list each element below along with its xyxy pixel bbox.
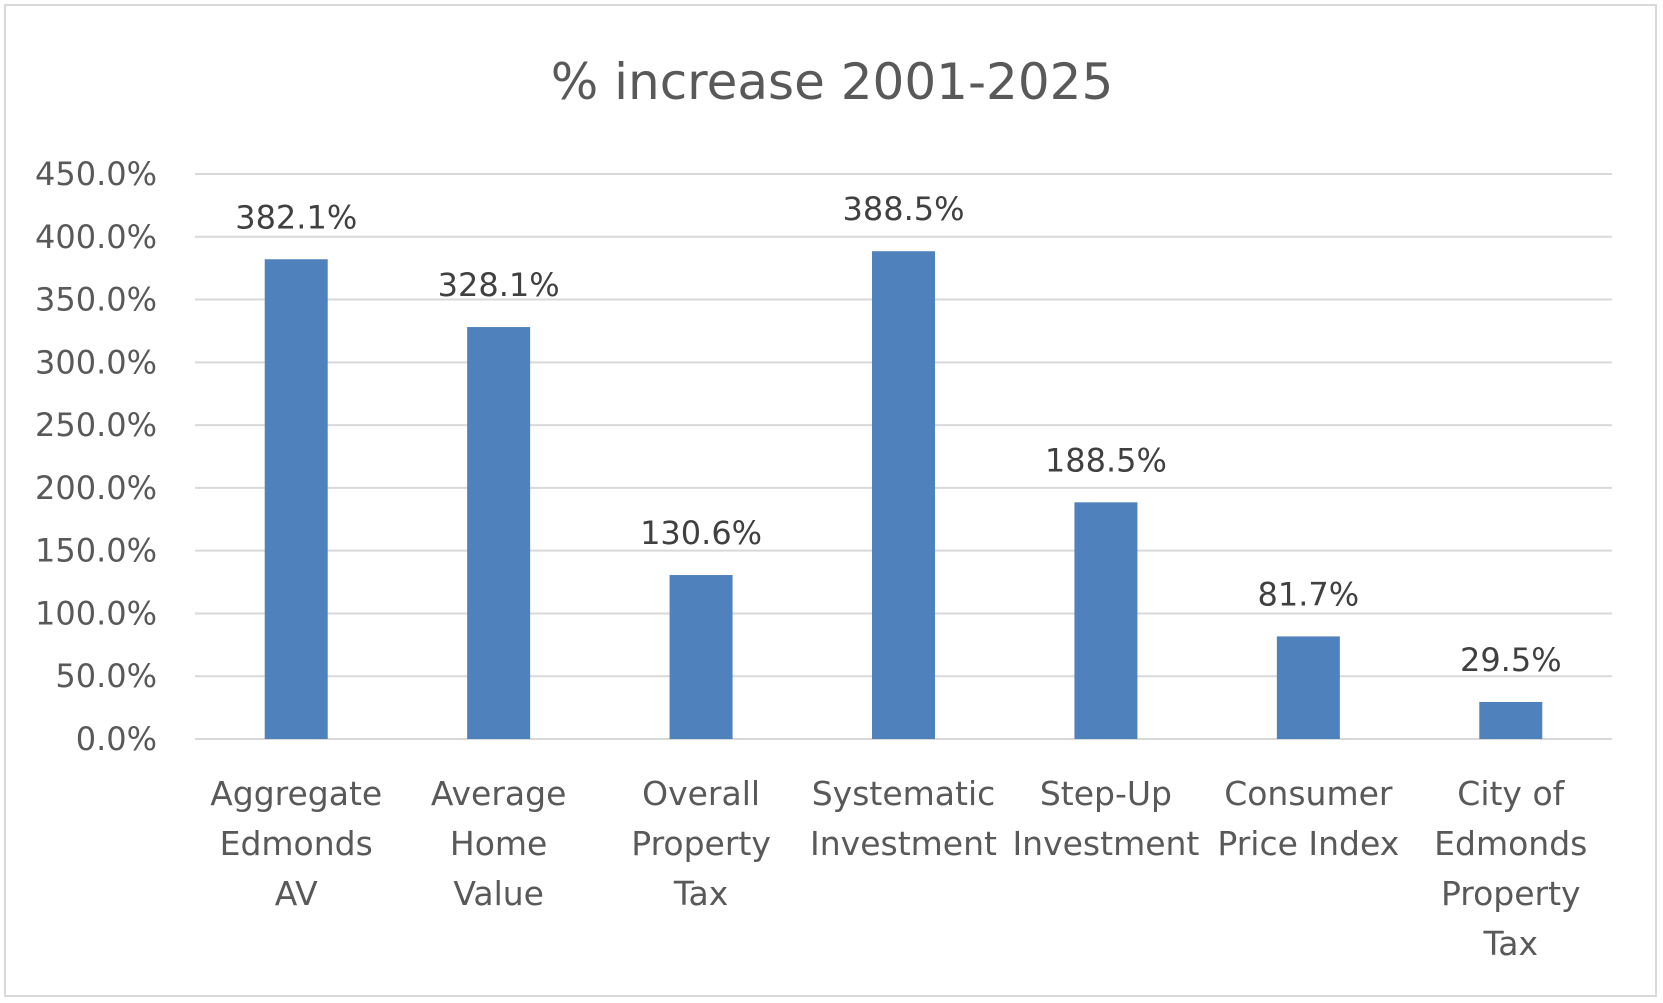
- y-tick-label: 0.0%: [76, 720, 157, 758]
- y-tick-label: 200.0%: [35, 469, 157, 507]
- category-label: Systematic Investment: [810, 774, 997, 863]
- category-label-line: Average: [431, 774, 567, 813]
- category-label-line: AV: [275, 874, 318, 913]
- data-label: 382.1%: [235, 198, 357, 236]
- bar: [872, 251, 935, 739]
- y-tick-label: 250.0%: [35, 406, 157, 444]
- chart-title: % increase 2001-2025: [551, 53, 1114, 111]
- category-label: City of Edmonds Property Tax: [1434, 774, 1587, 963]
- category-label-line: Property: [631, 824, 771, 863]
- y-tick-label: 100.0%: [35, 594, 157, 632]
- x-axis-category-labels: Aggregate Edmonds AV Average Home Value Overal…: [210, 774, 1587, 963]
- bar: [1276, 636, 1340, 739]
- y-tick-label: 400.0%: [35, 218, 157, 256]
- category-label-line: Property: [1441, 874, 1581, 913]
- data-label: 29.5%: [1460, 641, 1562, 679]
- category-label-line: Edmonds: [1434, 824, 1587, 863]
- data-labels: 382.1% 328.1% 130.6% 388.5% 188.5% 81.7% 29.5%: [235, 190, 1561, 679]
- category-label: Average Home Value: [431, 774, 567, 913]
- category-label-line: Edmonds: [220, 824, 373, 863]
- gridlines: [195, 173, 1612, 740]
- category-label-line: Aggregate: [210, 774, 382, 813]
- bar: [264, 259, 328, 739]
- data-label: 130.6%: [640, 514, 762, 552]
- category-label-line: Systematic: [812, 774, 996, 813]
- y-tick-label: 50.0%: [55, 657, 157, 695]
- category-label-line: Consumer: [1224, 774, 1393, 813]
- category-label-line: Overall: [642, 774, 760, 813]
- bar: [1479, 701, 1543, 739]
- category-label: Step-Up Investment: [1012, 774, 1199, 863]
- category-label-line: Tax: [1483, 924, 1538, 963]
- category-label: Overall Property Tax: [631, 774, 771, 913]
- bars: [264, 251, 1543, 739]
- bar: [1074, 502, 1138, 739]
- y-tick-label: 150.0%: [35, 532, 157, 570]
- category-label-line: Tax: [673, 874, 728, 913]
- category-label: Consumer Price Index: [1217, 774, 1399, 863]
- category-label-line: Price Index: [1217, 824, 1399, 863]
- y-tick-label: 300.0%: [35, 343, 157, 381]
- category-label-line: Investment: [1012, 824, 1199, 863]
- bar: [467, 327, 531, 739]
- category-label-line: Value: [453, 874, 544, 913]
- y-axis-tick-labels: 0.0% 50.0% 100.0% 150.0% 200.0% 250.0% 300.0% 3…: [35, 155, 157, 758]
- y-tick-label: 450.0%: [35, 155, 157, 193]
- bar: [669, 575, 733, 739]
- category-label: Aggregate Edmonds AV: [210, 774, 382, 913]
- y-tick-label: 350.0%: [35, 281, 157, 319]
- data-label: 81.7%: [1258, 575, 1360, 613]
- category-label-line: Step-Up: [1040, 774, 1172, 813]
- category-label-line: City of: [1457, 774, 1565, 813]
- data-label: 188.5%: [1045, 441, 1167, 479]
- data-label: 328.1%: [438, 266, 560, 304]
- category-label-line: Home: [450, 824, 547, 863]
- data-label: 388.5%: [842, 190, 964, 228]
- category-label-line: Investment: [810, 824, 997, 863]
